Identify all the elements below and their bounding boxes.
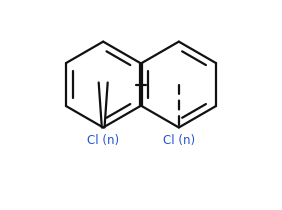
Text: Cl (n): Cl (n) (163, 134, 195, 147)
Text: Cl (n): Cl (n) (87, 134, 119, 147)
